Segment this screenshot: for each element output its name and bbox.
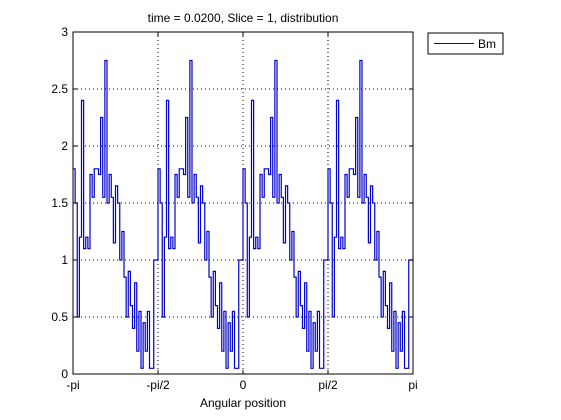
plot-axes: -pi -pi/2 0 pi/2 pi 0 0.5 1 1.5 2 2.5 3: [51, 25, 417, 392]
x-tick-label: pi: [408, 378, 417, 392]
x-axis-label: Angular position: [200, 396, 286, 410]
tick-marks: [72, 31, 414, 375]
x-tick-label: 0: [240, 378, 247, 392]
y-tick-label: 0.5: [51, 310, 68, 324]
series-lines: [73, 59, 413, 369]
y-tick-label: 3: [61, 25, 68, 39]
series-line-bm: [73, 59, 413, 369]
y-tick-label: 0: [61, 367, 68, 381]
y-tick-label: 2: [61, 139, 68, 153]
tick-labels: -pi -pi/2 0 pi/2 pi 0 0.5 1 1.5 2 2.5 3: [51, 25, 417, 392]
x-tick-label: pi/2: [318, 378, 338, 392]
y-tick-label: 1.5: [51, 196, 68, 210]
legend: Bm: [427, 32, 504, 55]
chart-title: time = 0.0200, Slice = 1, distribution: [148, 11, 339, 25]
y-tick-label: 1: [61, 253, 68, 267]
x-tick-label: -pi: [66, 378, 79, 392]
legend-label-bm: Bm: [478, 37, 496, 51]
y-tick-label: 2.5: [51, 82, 68, 96]
x-tick-label: -pi/2: [146, 378, 170, 392]
